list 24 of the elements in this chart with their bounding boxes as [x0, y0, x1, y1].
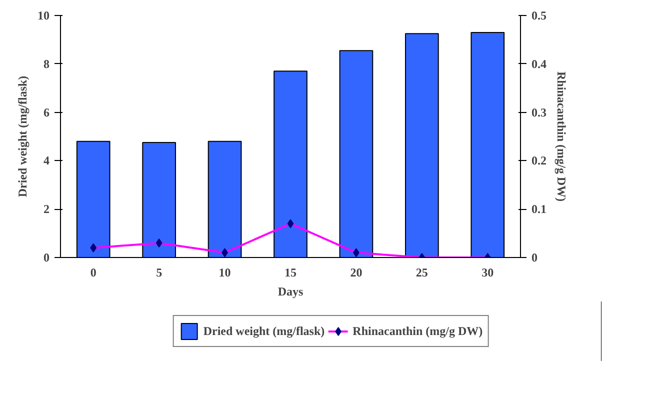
y2-tick-label: 0	[532, 250, 538, 264]
y2-tick-label: 0.2	[532, 154, 546, 168]
x-tick-label: 15	[284, 266, 296, 280]
x-tick-label: 0	[90, 266, 96, 280]
y2-tick-label: 0.5	[532, 8, 546, 22]
legend-label: Rhinacanthin (mg/g DW)	[352, 324, 483, 338]
y2-tick-label: 0.3	[532, 105, 546, 120]
x-axis-title: Days	[278, 284, 304, 298]
x-tick-label: 25	[416, 266, 428, 280]
y-tick-label: 6	[44, 105, 50, 120]
y2-axis-title: Rhinacanthin (mg/g DW)	[554, 71, 568, 202]
x-tick-label: 30	[482, 266, 494, 280]
legend-label: Dried weight (mg/flask)	[203, 324, 325, 338]
y-tick-label: 2	[44, 202, 50, 216]
y-axis-title: Dried weight (mg/flask)	[16, 76, 30, 198]
x-tick-label: 5	[156, 266, 162, 280]
x-tick-label: 10	[218, 266, 231, 280]
y2-tick-label: 0.4	[532, 56, 546, 71]
y-tick-label: 10	[38, 8, 50, 22]
y-tick-label: 8	[44, 56, 50, 71]
x-tick-label: 20	[350, 266, 362, 280]
y2-tick-label: 0.1	[532, 202, 546, 216]
y-tick-label: 0	[44, 250, 50, 264]
y-tick-label: 4	[44, 154, 50, 168]
